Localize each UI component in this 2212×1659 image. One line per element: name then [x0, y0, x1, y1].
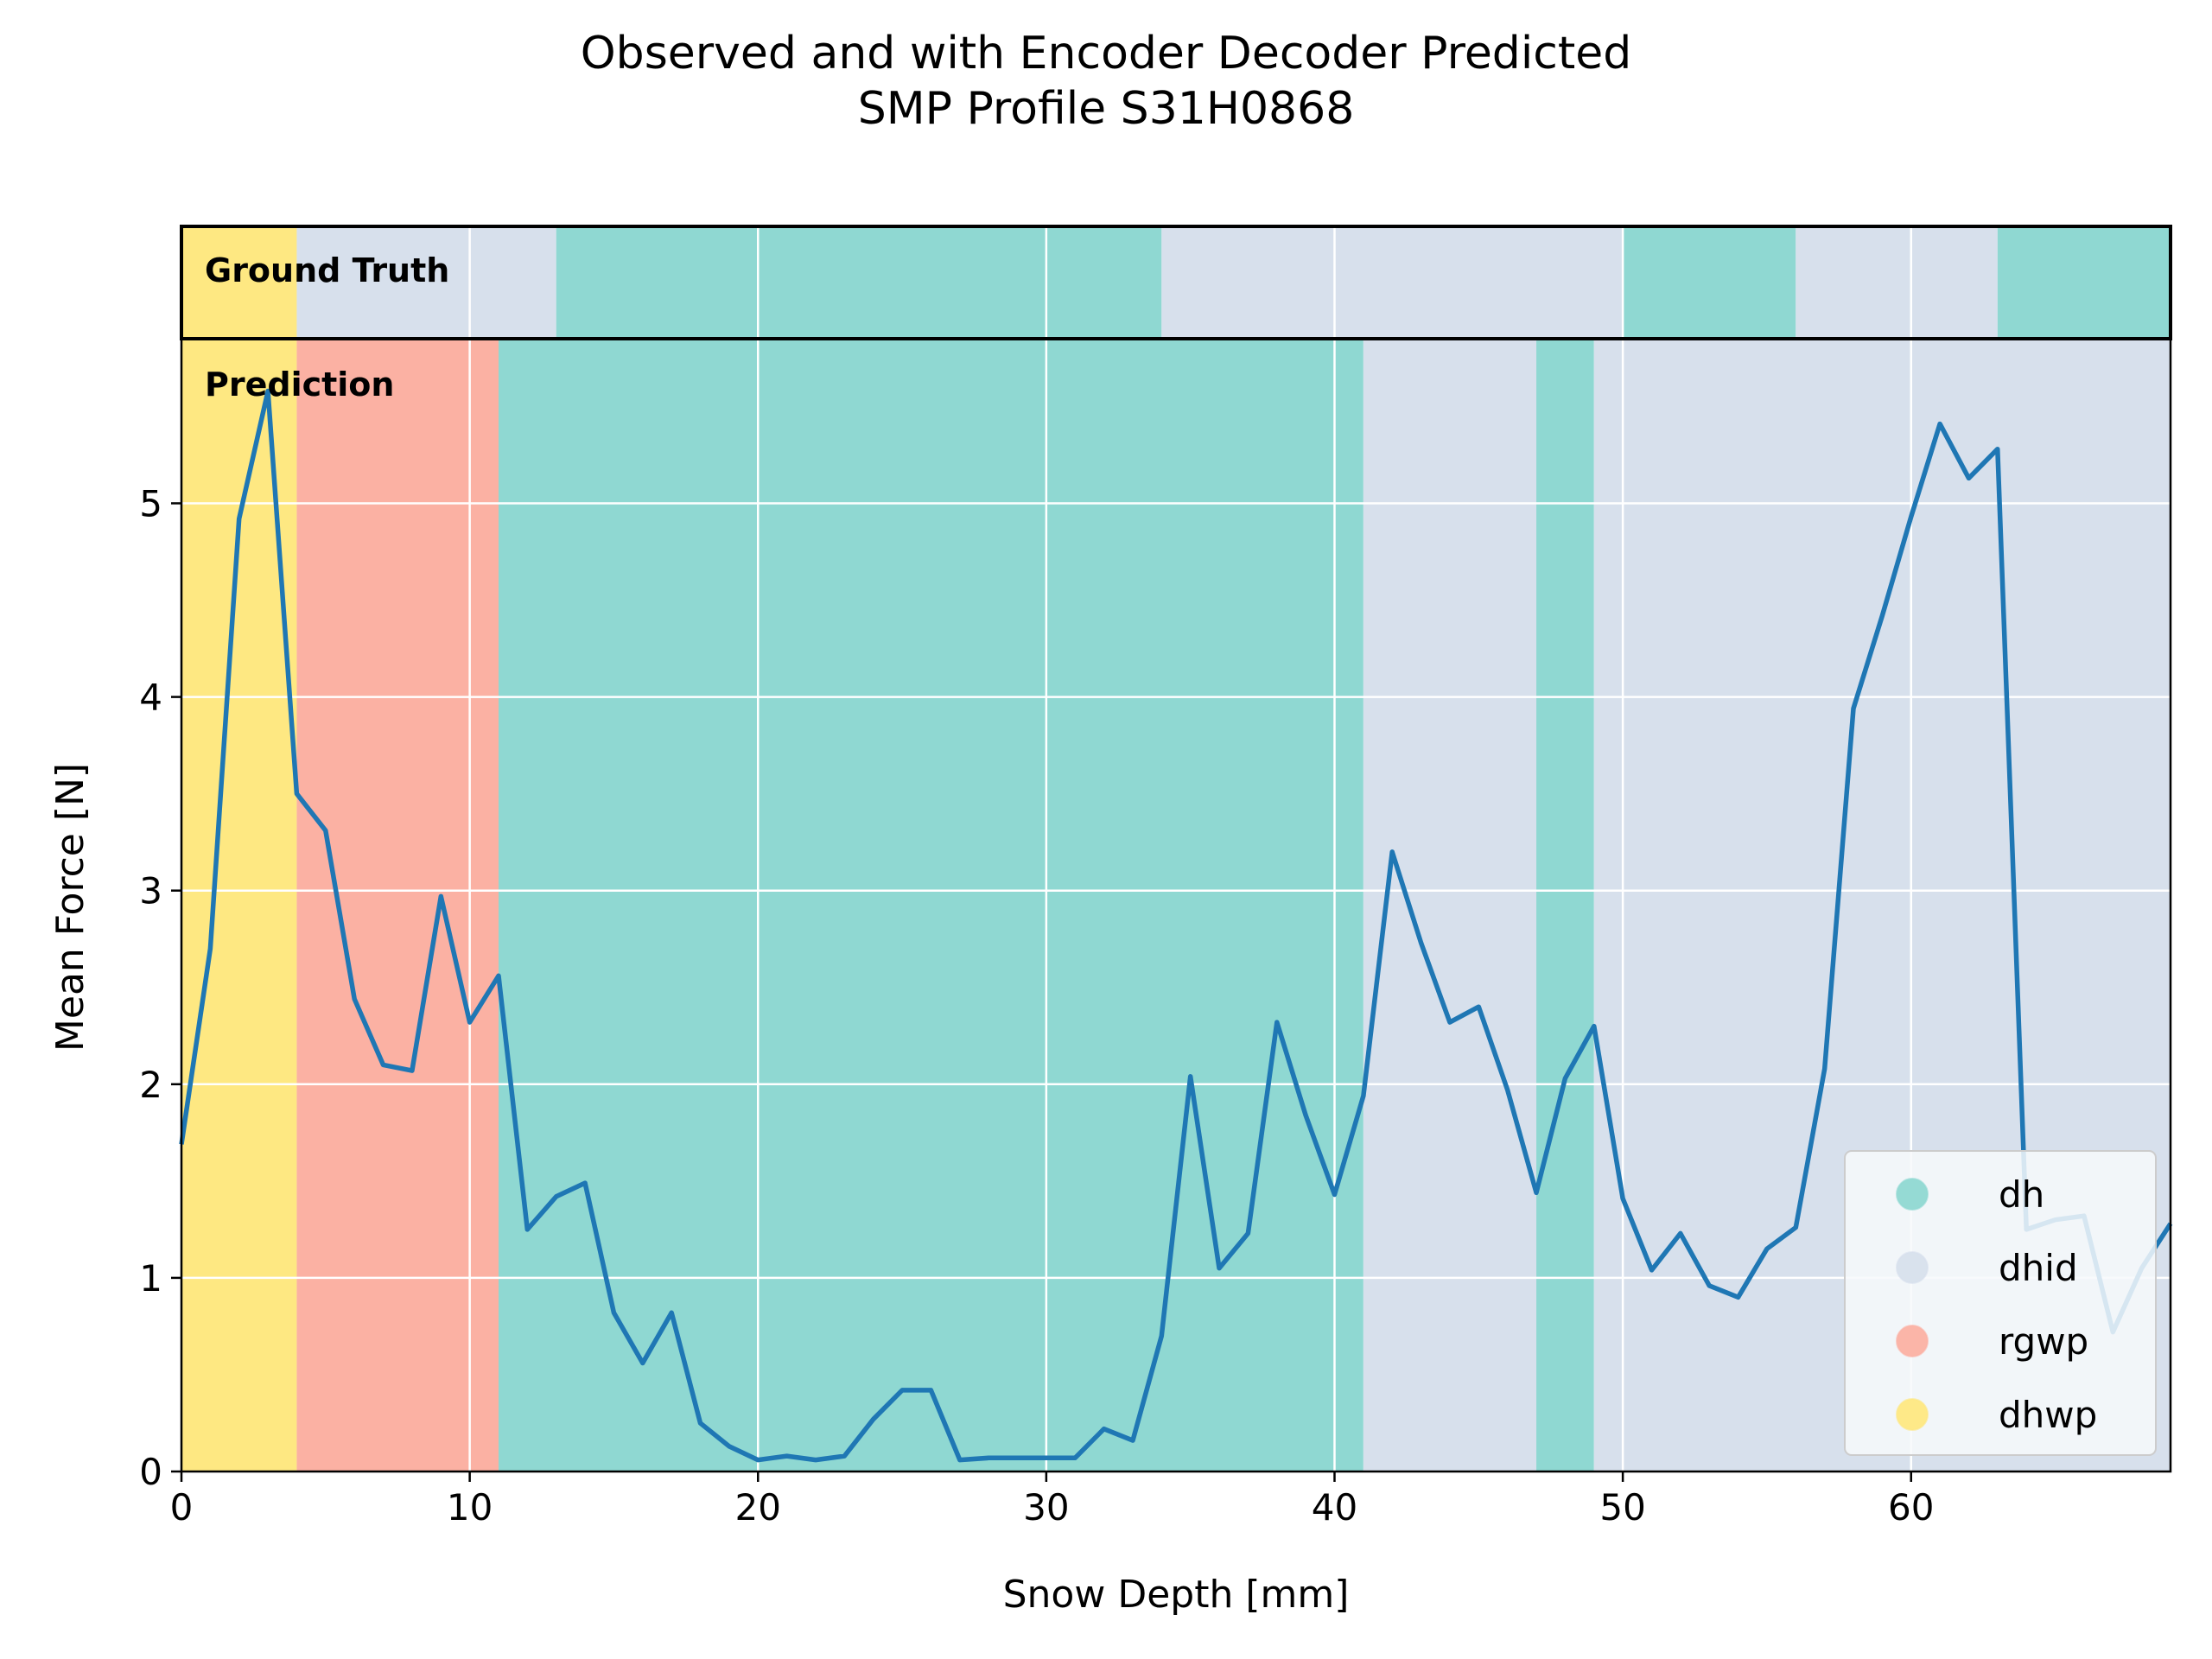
- y-tick-label: 0: [139, 1451, 162, 1493]
- prediction-label: Prediction: [205, 365, 394, 404]
- x-ticks: 0 10 20 30 40 50 60: [170, 1471, 1934, 1529]
- x-tick-label: 40: [1312, 1486, 1357, 1529]
- y-tick-label: 2: [139, 1064, 162, 1106]
- x-axis-label: Snow Depth [mm]: [1003, 1573, 1350, 1617]
- x-tick-label: 50: [1599, 1486, 1645, 1529]
- legend: dh dhid rgwp dhwp: [1844, 1150, 2157, 1456]
- legend-label-dh: dh: [1999, 1173, 2044, 1216]
- x-tick-label: 60: [1888, 1486, 1934, 1529]
- legend-marker-dhwp: [1896, 1398, 1929, 1431]
- x-tick-label: 30: [1023, 1486, 1069, 1529]
- y-tick-label: 5: [139, 482, 162, 524]
- legend-label-rgwp: rgwp: [1999, 1320, 2088, 1363]
- ground-truth-panel: [181, 226, 2171, 339]
- y-tick-label: 3: [139, 870, 162, 912]
- chart-title-block: Observed and with Encoder Decoder Predic…: [0, 26, 2212, 137]
- series-group: [179, 388, 2173, 1463]
- ground-truth-label: Ground Truth: [205, 251, 449, 289]
- x-tick-label: 10: [447, 1486, 493, 1529]
- chart-title: Observed and with Encoder Decoder Predic…: [580, 28, 1632, 79]
- ground-truth-band-dhid: [296, 226, 556, 339]
- legend-marker-dhid: [1896, 1251, 1929, 1284]
- legend-box: [1844, 1150, 2157, 1456]
- force-series-line: [179, 388, 2173, 1463]
- ground-truth-band-dh: [556, 226, 1162, 339]
- ground-truth-band-dh: [1623, 226, 1796, 339]
- chart-subtitle: SMP Profile S31H0868: [857, 83, 1355, 135]
- x-tick-label: 20: [735, 1486, 781, 1529]
- prediction-band-dh: [1536, 339, 1594, 1471]
- prediction-band-rgwp: [296, 339, 499, 1471]
- y-ticks: 0 1 2 3 4 5: [139, 482, 181, 1493]
- ground-truth-band-dhwp: [181, 226, 297, 339]
- ground-truth-band-dhid: [1161, 226, 1624, 339]
- legend-label-dhwp: dhwp: [1999, 1394, 2097, 1436]
- prediction-band-dh: [498, 339, 1363, 1471]
- x-tick-label: 0: [170, 1486, 194, 1529]
- ground-truth-band-dhid: [1796, 226, 1998, 339]
- legend-marker-dh: [1896, 1178, 1929, 1211]
- prediction-band-dhid: [1363, 339, 1537, 1471]
- ground-truth-band-dh: [1997, 226, 2171, 339]
- legend-label-dhid: dhid: [1999, 1247, 2078, 1289]
- plot-frame: [180, 337, 2172, 1473]
- legend-marker-rgwp: [1896, 1325, 1929, 1357]
- axes-frames: [180, 225, 2172, 1473]
- y-tick-label: 4: [139, 677, 162, 719]
- y-tick-label: 1: [139, 1257, 162, 1300]
- y-axis-label: Mean Force [N]: [48, 763, 92, 1052]
